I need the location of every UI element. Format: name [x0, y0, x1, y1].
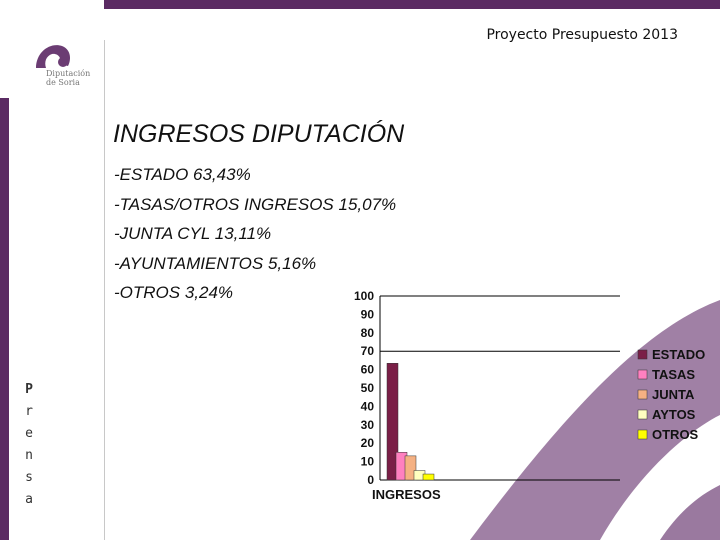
y-tick-label: 60: [361, 363, 375, 377]
legend-label: OTROS: [652, 427, 699, 442]
sidebar-letter: e: [25, 426, 33, 441]
y-tick-label: 10: [361, 455, 375, 469]
bullet-item: -OTROS 3,24%: [114, 283, 234, 302]
legend-swatch: [637, 409, 648, 420]
slide-title: INGRESOS DIPUTACIÓN: [113, 120, 405, 148]
bullet-item: -JUNTA CYL 13,11%: [114, 224, 272, 243]
y-tick-label: 70: [361, 344, 375, 358]
sidebar-letter: P: [25, 382, 33, 397]
header-title: Proyecto Presupuesto 2013: [486, 27, 678, 43]
bullet-list: -ESTADO 63,43% -TASAS/OTROS INGRESOS 15,…: [114, 160, 396, 308]
logo-line-2: de Soria: [46, 78, 80, 87]
income-bar-chart: 0 10 20 30 40 50 60 70 80 90 100 INGRESOS ESTADO TASA…: [354, 289, 705, 502]
legend-label: TASAS: [652, 367, 695, 382]
y-tick-label: 90: [361, 307, 375, 321]
bar-junta: [404, 455, 417, 481]
legend-label: JUNTA: [652, 387, 695, 402]
legend-swatch: [637, 369, 648, 380]
y-tick-label: 50: [361, 381, 375, 395]
sidebar-letter: n: [25, 448, 33, 463]
legend-swatch: [637, 429, 648, 440]
y-tick-label: 40: [361, 399, 375, 413]
legend-label: AYTOS: [652, 407, 696, 422]
logo-line-1: Diputación: [46, 69, 91, 78]
top-accent-bar: [104, 0, 720, 9]
bar-estado: [386, 363, 399, 481]
legend-label: ESTADO: [652, 347, 705, 362]
legend-swatch: [637, 349, 648, 360]
logo-text: Diputación de Soria: [46, 69, 90, 87]
bar-otros: [422, 473, 435, 481]
left-accent-strip: [0, 98, 9, 540]
bullet-item: -TASAS/OTROS INGRESOS 15,07%: [114, 194, 397, 214]
y-tick-label: 0: [367, 473, 374, 487]
legend-swatch: [637, 389, 648, 400]
y-tick-label: 20: [361, 436, 375, 450]
sidebar-letter: a: [25, 492, 33, 507]
y-tick-label: 80: [361, 326, 375, 340]
sidebar-vertical-label: P r e n s a: [22, 382, 36, 514]
vertical-divider: [104, 40, 105, 540]
bullet-item: -ESTADO 63,43%: [114, 165, 251, 184]
sidebar-letter: r: [25, 404, 33, 419]
y-tick-label: 30: [361, 418, 375, 432]
sidebar-letter: s: [25, 470, 33, 485]
bullet-item: -AYUNTAMIENTOS 5,16%: [114, 253, 317, 273]
x-category-label: INGRESOS: [372, 487, 441, 502]
diputacion-logo-icon: [36, 45, 70, 68]
y-tick-label: 100: [354, 289, 374, 303]
